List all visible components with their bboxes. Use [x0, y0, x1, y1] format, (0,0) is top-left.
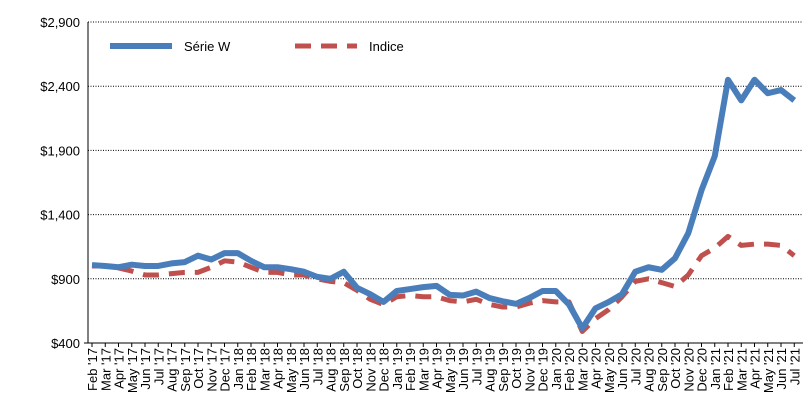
x-tick-label: Mar '19 [416, 348, 431, 391]
x-tick-label: Jun '21 [774, 348, 789, 390]
x-tick-label: Apr '18 [271, 348, 286, 389]
x-tick-label: Dec '18 [377, 348, 392, 392]
x-tick-label: May '18 [284, 348, 299, 393]
x-tick-label: Apr '20 [589, 348, 604, 389]
y-tick-label: $2,400 [40, 79, 80, 94]
x-tick-label: Jan '19 [390, 348, 405, 390]
x-tick-label: Jan '21 [708, 348, 723, 390]
x-tick-label: Oct '17 [191, 348, 206, 389]
x-tick-label: Jun '20 [615, 348, 630, 390]
x-tick-label: Aug '20 [642, 348, 657, 392]
x-tick-label: Feb '20 [562, 348, 577, 391]
x-tick-label: Mar '20 [575, 348, 590, 391]
x-tick-label: Sep '18 [337, 348, 352, 392]
x-tick-label: Oct '19 [509, 348, 524, 389]
series-line [91, 76, 797, 332]
legend: Série W Indice [92, 25, 404, 68]
x-tick-label: Aug '17 [165, 348, 180, 392]
x-tick-label: Dec '20 [695, 348, 710, 392]
x-tick-label: Feb '17 [85, 348, 100, 391]
x-tick-label: Jan '18 [231, 348, 246, 390]
x-tick-label: Mar '18 [257, 348, 272, 391]
x-tick-label: Jul '19 [469, 348, 484, 385]
x-tick-label: Oct '18 [350, 348, 365, 389]
x-tick-label: Mar '21 [734, 348, 749, 391]
x-tick-label: May '21 [761, 348, 776, 393]
x-tick-label: Dec '19 [536, 348, 551, 392]
x-tick-label: May '20 [602, 348, 617, 393]
x-tick-label: Aug '19 [483, 348, 498, 392]
x-tick-label: Apr '17 [112, 348, 127, 389]
x-tick-label: Mar '17 [98, 348, 113, 391]
x-tick-label: Sep '19 [496, 348, 511, 392]
x-tick-label: Jun '19 [456, 348, 471, 390]
x-tick-label: Jul '17 [151, 348, 166, 385]
legend-label: Série W [184, 39, 231, 54]
legend-label: Indice [369, 39, 404, 54]
y-tick-label: $1,900 [40, 143, 80, 158]
x-tick-label: Jan '20 [549, 348, 564, 390]
x-tick-label: Nov '18 [363, 348, 378, 392]
x-tick-label: Feb '18 [244, 348, 259, 391]
x-tick-label: Nov '20 [681, 348, 696, 392]
y-tick-label: $400 [51, 336, 80, 351]
x-tick-label: Dec '17 [218, 348, 233, 392]
x-tick-label: Apr '19 [430, 348, 445, 389]
y-tick-label: $2,900 [40, 15, 80, 30]
x-tick-label: Oct '20 [668, 348, 683, 389]
x-tick-label: Feb '21 [721, 348, 736, 391]
x-tick-label: Jul '21 [787, 348, 802, 385]
x-tick-label: Apr '21 [748, 348, 763, 389]
x-tick-label: Jun '18 [297, 348, 312, 390]
x-tick-label: May '19 [443, 348, 458, 393]
x-tick-label: Feb '19 [403, 348, 418, 391]
y-tick-label: $1,400 [40, 208, 80, 223]
x-tick-label: Nov '17 [204, 348, 219, 392]
series-line [92, 233, 796, 334]
x-tick-label: Jul '20 [628, 348, 643, 385]
x-tick-label: Jul '18 [310, 348, 325, 385]
x-tick-label: Sep '17 [178, 348, 193, 392]
x-tick-label: Jun '17 [138, 348, 153, 390]
x-tick-label: Sep '20 [655, 348, 670, 392]
x-tick-label: Nov '19 [522, 348, 537, 392]
y-tick-label: $900 [51, 272, 80, 287]
x-tick-label: Aug '18 [324, 348, 339, 392]
x-tick-label: May '17 [125, 348, 140, 393]
